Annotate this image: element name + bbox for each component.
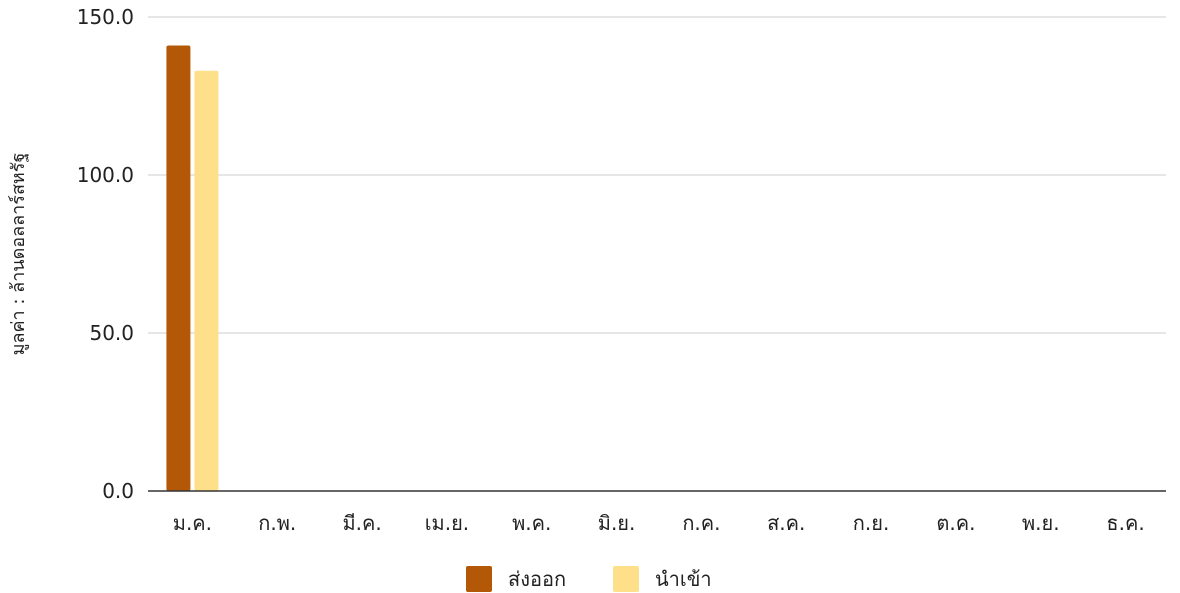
y-tick-label: 100.0 [77,163,134,187]
x-tick-label: ม.ค. [173,511,212,535]
bar-1-0[interactable] [194,70,219,491]
legend-label-0[interactable]: ส่งออก [508,567,566,591]
legend-swatch-1[interactable] [613,566,639,592]
x-tick-label: ต.ค. [936,511,975,535]
legend[interactable]: ส่งออก นำเข้า [466,566,712,592]
gridlines [148,16,1166,334]
legend-label-1[interactable]: นำเข้า [655,567,712,591]
x-tick-label: ธ.ค. [1106,511,1144,535]
legend-swatch-0[interactable] [466,566,492,592]
x-tick-label: มิ.ย. [598,511,636,535]
bars [166,45,219,491]
x-tick-label: ก.ค. [682,511,720,535]
x-tick-label: เม.ย. [425,511,469,535]
y-axis-ticks: 0.0 50.0 100.0 150.0 [77,5,134,503]
x-tick-label: มี.ค. [342,511,381,535]
x-tick-label: ส.ค. [767,511,805,535]
x-tick-label: พ.ย. [1022,511,1060,535]
x-axis-ticks: ม.ค. ก.พ. มี.ค. เม.ย. พ.ค. มิ.ย. ก.ค. ส.ค. ก.ย. ต… [173,511,1145,535]
bar-0-0[interactable] [166,45,191,491]
y-tick-label: 150.0 [77,5,134,29]
x-tick-label: ก.ย. [853,511,890,535]
y-axis-title: มูลค่า : ล้านดอลลาร์สหรัฐ [8,153,29,356]
y-tick-label: 0.0 [102,479,134,503]
y-tick-label: 50.0 [89,321,134,345]
x-tick-label: พ.ค. [512,511,551,535]
x-tick-label: ก.พ. [258,511,296,535]
